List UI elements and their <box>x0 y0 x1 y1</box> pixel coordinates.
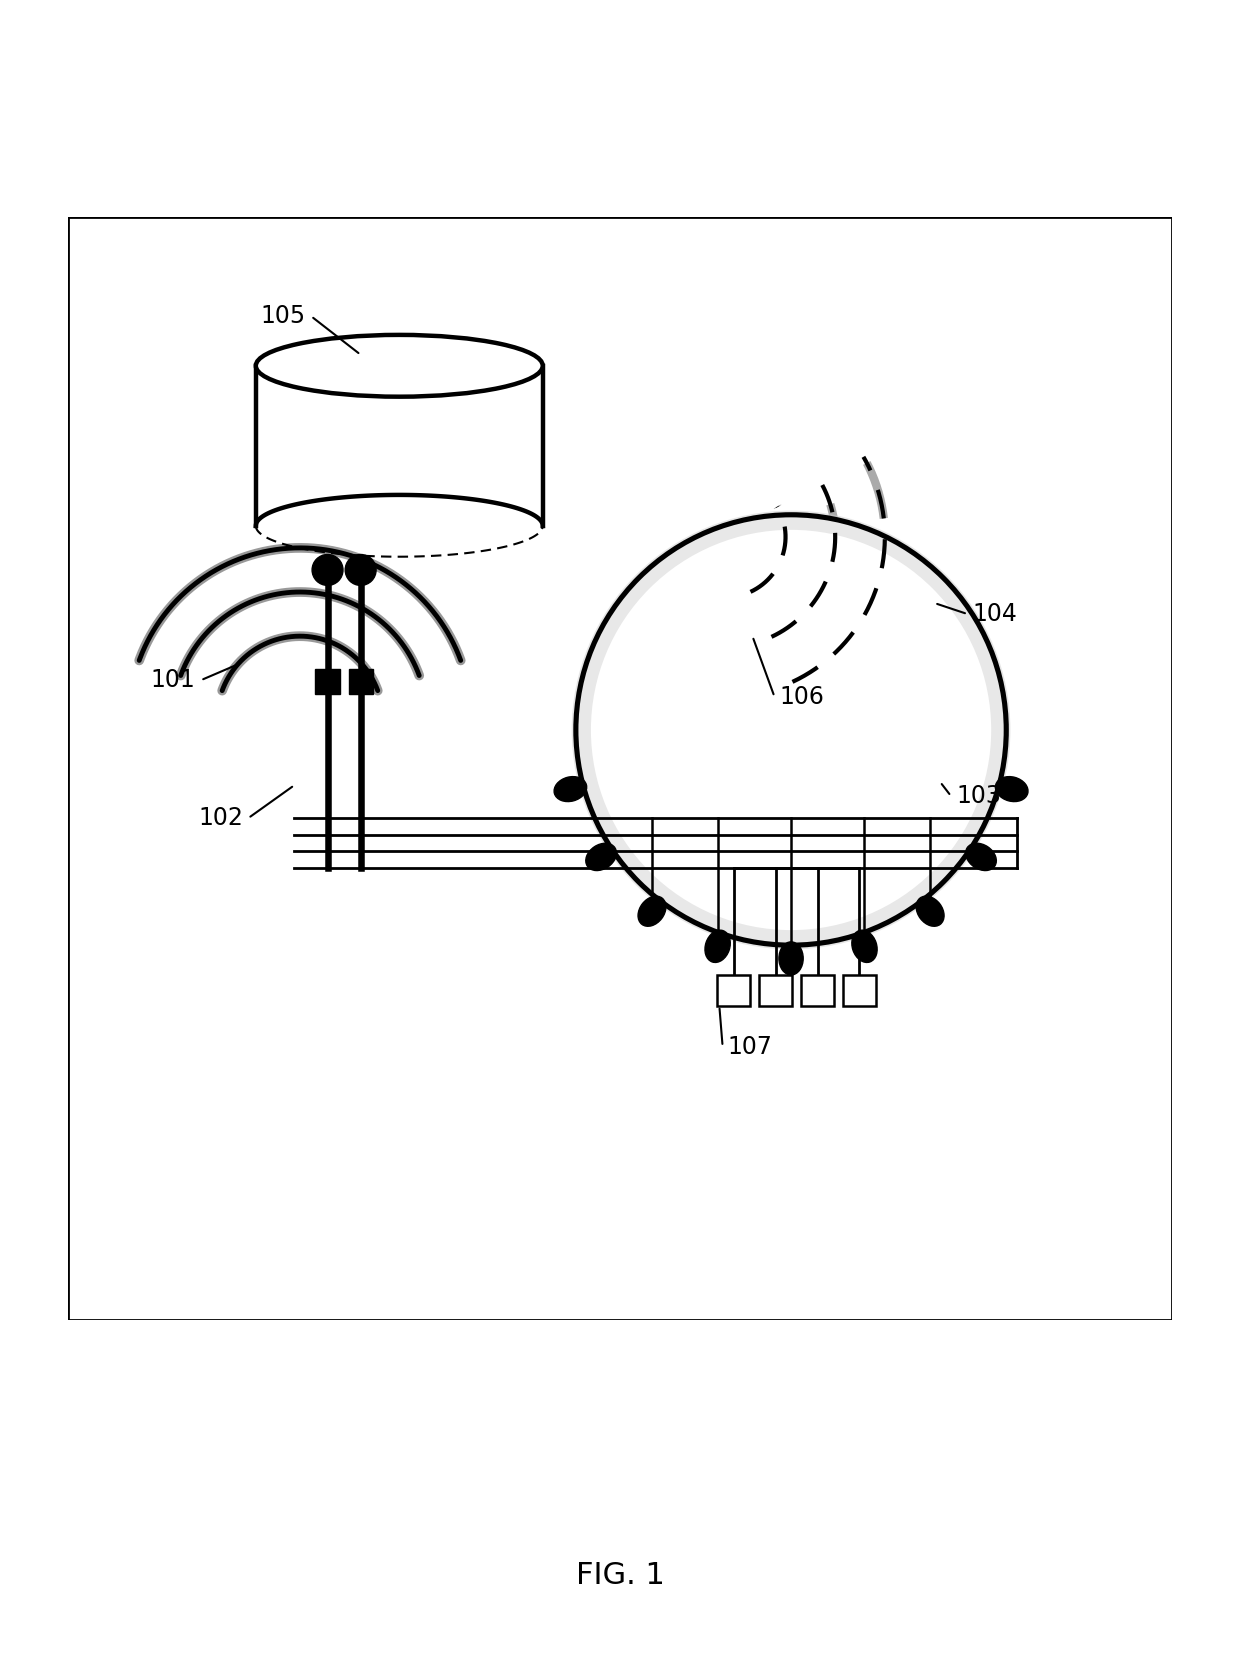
Bar <box>348 669 373 694</box>
Ellipse shape <box>852 931 877 963</box>
Ellipse shape <box>966 843 996 870</box>
Bar <box>843 974 875 1006</box>
Ellipse shape <box>996 776 1028 801</box>
Ellipse shape <box>585 843 616 870</box>
Bar <box>717 974 750 1006</box>
Text: 101: 101 <box>151 669 196 692</box>
Bar <box>759 974 792 1006</box>
Text: 105: 105 <box>260 304 306 328</box>
Circle shape <box>312 554 343 585</box>
Text: 102: 102 <box>198 806 243 830</box>
Ellipse shape <box>554 776 587 801</box>
Text: 107: 107 <box>728 1035 773 1058</box>
Ellipse shape <box>779 942 804 974</box>
Bar <box>315 669 340 694</box>
Circle shape <box>591 529 991 931</box>
Text: 104: 104 <box>973 601 1018 627</box>
Ellipse shape <box>916 895 944 926</box>
Text: FIG. 1: FIG. 1 <box>575 1561 665 1591</box>
Circle shape <box>345 554 376 585</box>
Ellipse shape <box>255 334 543 396</box>
Ellipse shape <box>639 895 666 926</box>
Bar <box>801 974 835 1006</box>
Text: 103: 103 <box>956 785 1001 808</box>
Circle shape <box>575 514 1007 946</box>
Ellipse shape <box>706 931 730 963</box>
Text: 106: 106 <box>780 685 825 709</box>
